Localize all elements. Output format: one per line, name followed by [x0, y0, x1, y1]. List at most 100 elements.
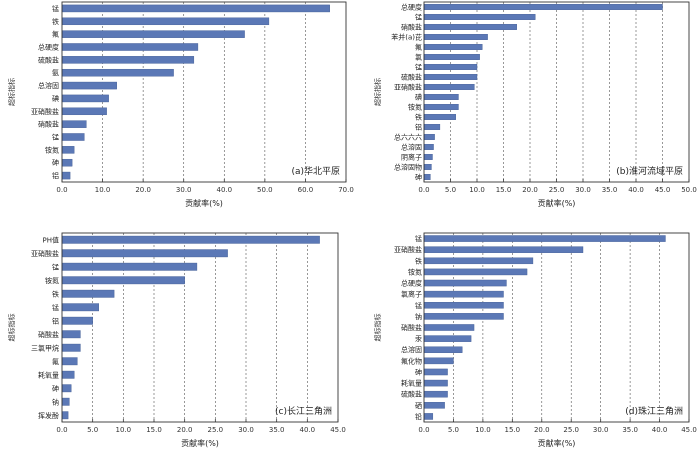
x-tick-label: 15.0 — [505, 426, 521, 434]
bar — [61, 370, 75, 379]
bar — [423, 14, 536, 20]
category-label: 钠 — [415, 312, 422, 321]
category-label: 亚硝酸盐 — [394, 83, 422, 92]
bar — [61, 316, 93, 325]
bar — [423, 174, 431, 180]
bar — [61, 276, 185, 285]
category-label: 总六六六 — [394, 133, 422, 142]
panel-title: (c)长江三角洲 — [275, 405, 332, 417]
category-label: 碘 — [415, 93, 422, 102]
x-tick-label: 60.0 — [298, 186, 314, 194]
x-tick-label: 0.0 — [56, 426, 67, 434]
category-label: 铅 — [415, 412, 422, 421]
x-tick-label: 30.0 — [238, 426, 254, 434]
category-label: 氯 — [415, 53, 422, 62]
bar — [423, 94, 459, 100]
x-tick-label: 45.0 — [681, 426, 697, 434]
plot-frame — [423, 232, 690, 423]
x-axis-label: 贡献率(%) — [538, 438, 576, 448]
x-tick-label: 40.0 — [216, 186, 232, 194]
category-label: 总溶固 — [401, 143, 422, 152]
x-tick-label: 70.0 — [338, 186, 354, 194]
bar — [61, 107, 107, 116]
x-tick-label: 50.0 — [681, 186, 697, 194]
category-label: 挥发酚 — [38, 411, 59, 420]
bar — [423, 114, 456, 120]
category-label: 锰 — [415, 301, 422, 310]
bar — [61, 133, 85, 141]
bar — [423, 24, 517, 30]
category-label: 铵氮 — [408, 267, 422, 276]
category-label: 氟 — [52, 357, 59, 366]
plot-frame — [423, 1, 690, 183]
category-label: 锰 — [415, 234, 422, 243]
y-axis-label: 超标指标 — [373, 78, 382, 106]
category-label: 总溶固 — [38, 81, 59, 90]
x-tick-label: 40.0 — [300, 426, 316, 434]
bar — [423, 402, 445, 409]
x-tick-label: 35.0 — [602, 186, 618, 194]
chart-panel-3: 0.0 5.0 10.0 15.0 20.0 25.0 30.0 35.0 40.0 45.0锰亚… — [373, 232, 697, 448]
category-label: 锰 — [52, 262, 59, 271]
x-tick-label: 10.0 — [95, 186, 111, 194]
category-label: 苯并(a)芘 — [391, 33, 422, 42]
category-label: 汞 — [415, 335, 422, 343]
category-label: 总硬度 — [38, 43, 59, 52]
x-tick-label: 25.0 — [208, 426, 224, 434]
bar — [423, 235, 666, 242]
bar — [423, 357, 454, 365]
bar — [423, 302, 504, 309]
bar — [423, 335, 472, 342]
bar — [61, 289, 115, 298]
x-tick-label: 5.0 — [87, 426, 98, 434]
x-tick-label: 30.0 — [575, 186, 591, 194]
bar — [61, 56, 195, 64]
chart-panel-1: 0.0 5.0 10.0 15.0 20.0 25.0 30.0 35.0 40.0 45.0 50… — [373, 1, 697, 208]
bar — [423, 390, 448, 398]
bar — [61, 343, 81, 352]
bar — [423, 413, 434, 420]
bar — [61, 262, 198, 271]
category-label: 总溶固物 — [394, 163, 422, 172]
bar — [423, 84, 475, 90]
x-tick-label: 30.0 — [176, 186, 192, 194]
x-tick-label: 15.0 — [146, 426, 162, 434]
category-label: 钠 — [52, 397, 59, 406]
panel-title: (b)淮河流域平原 — [616, 165, 683, 177]
bar — [61, 384, 72, 393]
x-tick-label: 0.0 — [56, 186, 67, 194]
chart-panel-0: 0.0 10.0 20.0 30.0 40.0 50.0 60.0 70.0锰铁氟总硬度硫酸盐… — [7, 1, 354, 208]
bar — [423, 4, 663, 10]
category-label: 锰 — [52, 133, 59, 142]
bar — [61, 330, 81, 339]
x-axis-label: 贡献率(%) — [538, 198, 576, 208]
category-label: 铵氮 — [45, 276, 59, 285]
bar — [423, 44, 483, 50]
bar — [61, 171, 71, 180]
x-tick-label: 20.0 — [135, 186, 151, 194]
category-label: 氟 — [415, 43, 422, 52]
category-label: 氟化物 — [401, 356, 422, 365]
x-tick-label: 45.0 — [330, 426, 346, 434]
category-label: 硝酸盐 — [401, 23, 422, 32]
category-label: 硫酸盐 — [401, 390, 422, 399]
bar — [423, 164, 432, 170]
x-tick-label: 25.0 — [549, 186, 565, 194]
bar — [61, 81, 117, 90]
category-label: PH值 — [43, 235, 60, 244]
category-label: 锰 — [415, 13, 422, 22]
category-label: 耗氧量 — [401, 379, 422, 388]
category-label: 总硬度 — [401, 3, 422, 12]
category-label: 砷 — [415, 367, 422, 376]
category-label: 阴离子 — [401, 153, 422, 162]
category-label: 三氯甲烷 — [31, 343, 59, 352]
bar — [423, 124, 441, 130]
bar — [61, 158, 73, 167]
category-label: 铁 — [415, 113, 422, 122]
x-axis-label: 贡献率(%) — [181, 438, 219, 448]
bar — [423, 134, 435, 140]
category-label: 硝酸盐 — [38, 330, 59, 339]
x-tick-label: 45.0 — [655, 186, 671, 194]
category-label: 砷 — [52, 158, 59, 167]
y-axis-label: 超标指标 — [7, 78, 16, 106]
